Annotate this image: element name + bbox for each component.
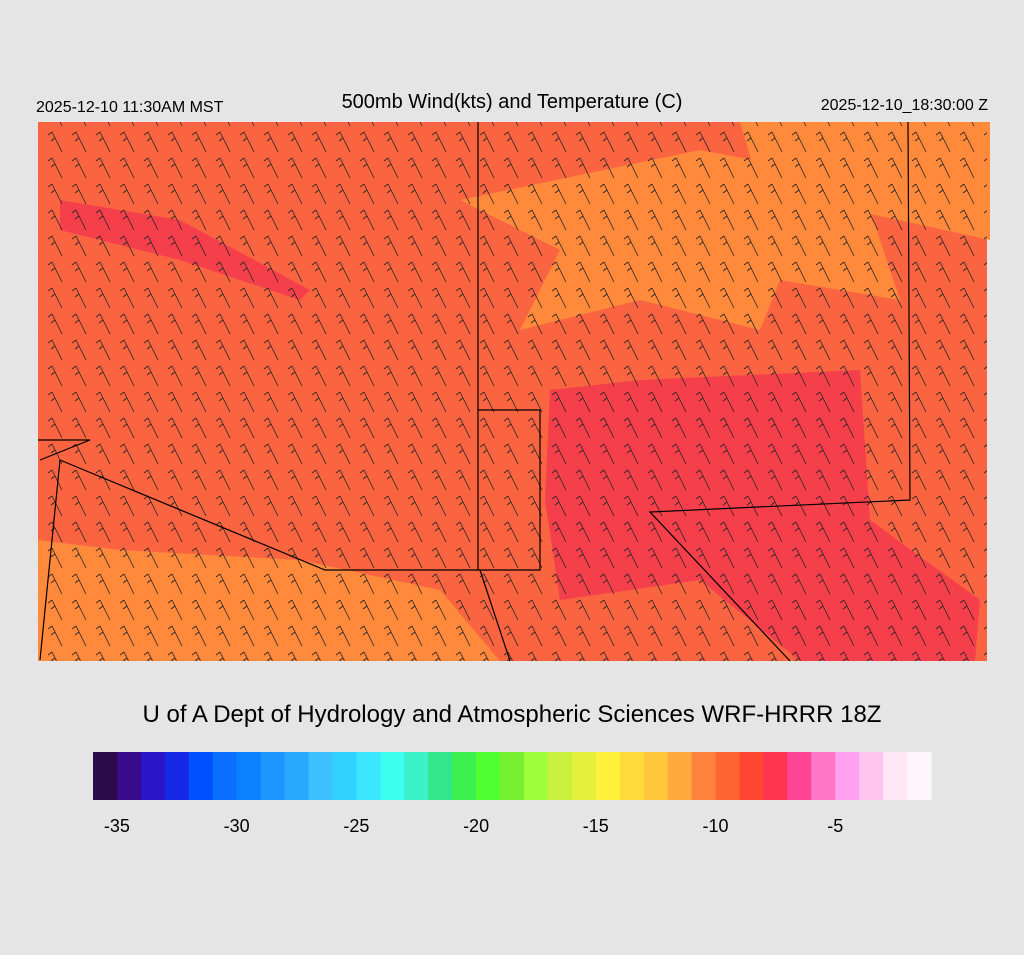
- wind-barbs: [38, 122, 987, 661]
- footer: U of A Dept of Hydrology and Atmospheric…: [143, 701, 882, 728]
- map-title: 500mb Wind(kts) and Temperature (C): [342, 91, 683, 113]
- color-swatch: [643, 752, 669, 800]
- color-swatch: [547, 752, 573, 800]
- color-swatch: [715, 752, 740, 800]
- color-swatch: [763, 752, 788, 800]
- color-swatch: [667, 752, 693, 800]
- color-swatch: [500, 752, 525, 800]
- color-swatch: [116, 752, 142, 800]
- color-swatch: [284, 752, 309, 800]
- color-swatch: [93, 752, 118, 800]
- color-swatch: [212, 752, 238, 800]
- color-swatch: [332, 752, 357, 800]
- colorbar-tick-label: -25: [343, 816, 369, 836]
- color-swatch: [619, 752, 645, 800]
- color-swatch: [260, 752, 286, 800]
- color-swatch: [308, 752, 333, 800]
- color-swatch: [380, 752, 405, 800]
- colorbar-tick-label: -15: [583, 816, 609, 836]
- color-swatch: [356, 752, 381, 800]
- color-swatch: [787, 752, 812, 800]
- map: [38, 121, 990, 662]
- color-swatch: [404, 752, 429, 800]
- color-swatch: [595, 752, 621, 800]
- color-swatch: [571, 752, 597, 800]
- color-swatch: [691, 752, 717, 800]
- colorbar-tick-label: -5: [827, 816, 843, 836]
- color-swatch: [236, 752, 262, 800]
- color-swatch: [140, 752, 166, 800]
- colorbar-tick-label: -20: [463, 816, 489, 836]
- colorbar-tick-label: -30: [224, 816, 250, 836]
- color-swatch: [859, 752, 884, 800]
- state-borders: [38, 121, 911, 662]
- colorbar-tick-label: -10: [703, 816, 729, 836]
- color-swatch: [164, 752, 190, 800]
- color-swatch: [907, 752, 932, 800]
- color-swatch: [811, 752, 836, 800]
- color-swatch: [883, 752, 908, 800]
- valid-time-local: 2025-12-10 11:30AM MST: [36, 99, 224, 116]
- color-swatch: [452, 752, 477, 800]
- color-swatch: [835, 752, 860, 800]
- valid-time-utc: 2025-12-10_18:30:00 Z: [821, 97, 988, 114]
- colorbar-tick-label: -35: [104, 816, 130, 836]
- color-swatch: [476, 752, 501, 800]
- color-swatch: [523, 752, 549, 800]
- color-swatch: [739, 752, 764, 800]
- color-swatch: [428, 752, 453, 800]
- color-swatch: [188, 752, 214, 800]
- colorbar: -35 -30 -25 -20 -15 -10 -5: [93, 752, 932, 836]
